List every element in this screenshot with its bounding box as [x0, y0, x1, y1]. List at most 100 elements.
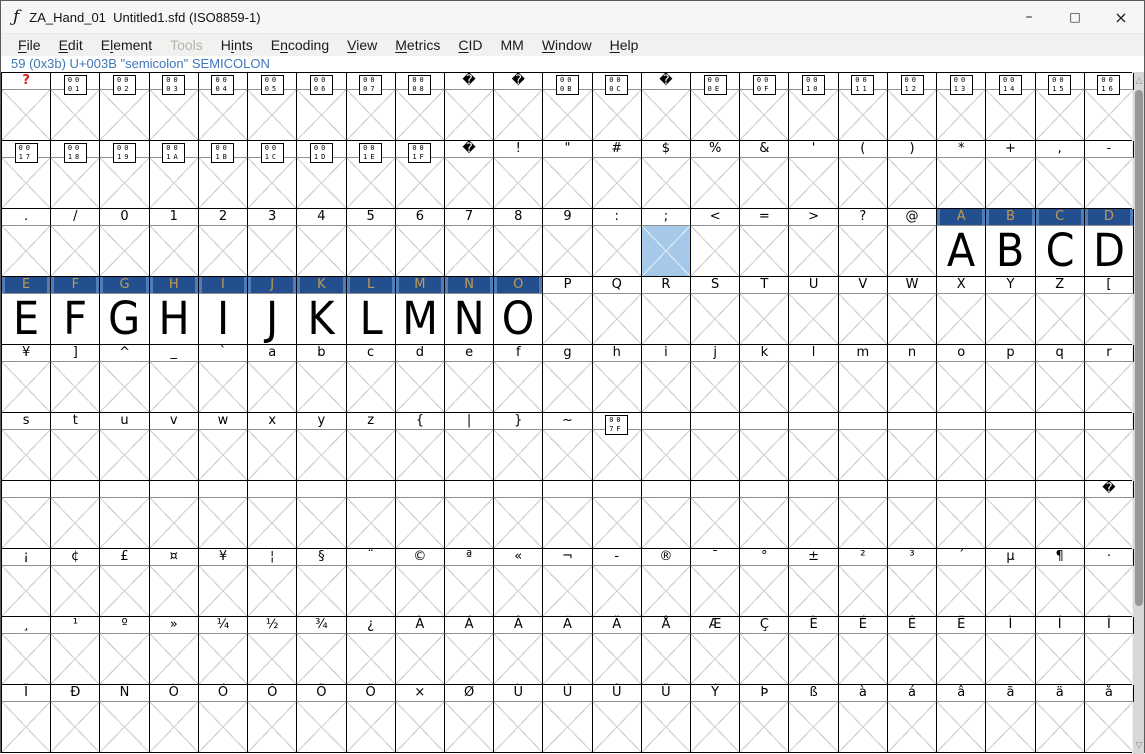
glyph-cell[interactable]: ¥	[2, 345, 52, 413]
menu-view[interactable]: View	[347, 37, 378, 53]
glyph-cell[interactable]: À	[395, 617, 445, 685]
glyph-cell[interactable]: º	[100, 617, 150, 685]
glyph-cell[interactable]: Ù	[494, 685, 544, 753]
glyph-cell[interactable]: 00 1A	[149, 141, 199, 209]
glyph-cell[interactable]: n	[887, 345, 938, 413]
glyph-cell[interactable]: U	[789, 277, 839, 345]
glyph-cell[interactable]: ~	[543, 413, 593, 481]
glyph-cell[interactable]: }	[494, 413, 544, 481]
glyph-cell[interactable]: 00 16	[1084, 73, 1134, 141]
glyph-cell[interactable]: b	[297, 345, 347, 413]
glyph-cell[interactable]: ]	[51, 345, 101, 413]
glyph-cell[interactable]: ª	[444, 549, 495, 617]
glyph-cell[interactable]: 00 17	[2, 141, 52, 209]
glyph-cell[interactable]: 00 0E	[691, 73, 741, 141]
glyph-cell[interactable]: ¦	[248, 549, 298, 617]
maximize-button[interactable]: □	[1069, 10, 1081, 24]
glyph-cell[interactable]: R	[641, 277, 692, 345]
glyph-cell[interactable]: 00 1E	[346, 141, 396, 209]
glyph-cell[interactable]: Ü	[641, 685, 692, 753]
glyph-cell[interactable]: Ô	[248, 685, 298, 753]
glyph-cell[interactable]	[395, 481, 445, 549]
glyph-cell[interactable]	[887, 481, 938, 549]
glyph-cell[interactable]: j	[691, 345, 741, 413]
glyph-cell[interactable]: (	[838, 141, 888, 209]
glyph-cell[interactable]: i	[641, 345, 692, 413]
glyph-cell[interactable]: <	[691, 209, 741, 277]
glyph-cell[interactable]	[740, 481, 790, 549]
menu-file[interactable]: File	[18, 37, 41, 53]
glyph-cell[interactable]	[494, 481, 544, 549]
glyph-cell[interactable]	[149, 481, 199, 549]
glyph-cell[interactable]	[789, 481, 839, 549]
glyph-cell[interactable]: Þ	[740, 685, 790, 753]
glyph-cell[interactable]: ±	[789, 549, 839, 617]
glyph-cell[interactable]: h	[592, 345, 642, 413]
glyph-cell[interactable]: .	[2, 209, 52, 277]
glyph-cell[interactable]	[100, 481, 150, 549]
glyph-cell[interactable]	[789, 413, 839, 481]
glyph-cell[interactable]: à	[838, 685, 888, 753]
glyph-cell[interactable]: 00 04	[198, 73, 249, 141]
glyph-cell[interactable]: Â	[494, 617, 544, 685]
glyph-cell[interactable]: 6	[395, 209, 445, 277]
glyph-cell[interactable]: k	[740, 345, 790, 413]
glyph-cell[interactable]: 00 0C	[592, 73, 642, 141]
glyph-cell[interactable]: $	[641, 141, 692, 209]
glyph-cell[interactable]: #	[592, 141, 642, 209]
glyph-cell[interactable]: >	[789, 209, 839, 277]
glyph-cell[interactable]: Ð	[51, 685, 101, 753]
glyph-cell[interactable]: Ì	[986, 617, 1036, 685]
glyph-cell[interactable]: `	[198, 345, 249, 413]
glyph-cell[interactable]: �	[444, 141, 495, 209]
glyph-cell[interactable]: y	[297, 413, 347, 481]
glyph-cell[interactable]	[198, 481, 249, 549]
glyph-cell[interactable]: ´	[937, 549, 987, 617]
glyph-cell[interactable]: ¿	[346, 617, 396, 685]
menu-element[interactable]: Element	[100, 37, 153, 53]
glyph-cell[interactable]: 00 14	[986, 73, 1036, 141]
glyph-cell[interactable]: ä	[1035, 685, 1085, 753]
glyph-cell[interactable]: q	[1035, 345, 1085, 413]
glyph-cell[interactable]: É	[838, 617, 888, 685]
glyph-cell[interactable]: ß	[789, 685, 839, 753]
scroll-up-icon[interactable]: △	[1135, 75, 1143, 86]
glyph-cell[interactable]	[2, 481, 52, 549]
glyph-cell[interactable]: £	[100, 549, 150, 617]
glyph-cell[interactable]: ·	[1084, 549, 1134, 617]
glyph-cell[interactable]: 00 02	[100, 73, 150, 141]
glyph-cell[interactable]: e	[444, 345, 495, 413]
glyph-cell[interactable]: -	[1084, 141, 1134, 209]
glyph-cell[interactable]: Á	[444, 617, 495, 685]
glyph-cell[interactable]	[986, 413, 1036, 481]
glyph-cell[interactable]	[838, 481, 888, 549]
glyph-cell[interactable]: o	[937, 345, 987, 413]
glyph-cell[interactable]: u	[100, 413, 150, 481]
glyph-cell[interactable]: Ö	[346, 685, 396, 753]
glyph-cell[interactable]: %	[691, 141, 741, 209]
glyph-cell[interactable]: °	[740, 549, 790, 617]
glyph-cell[interactable]: |	[444, 413, 495, 481]
glyph-cell[interactable]: Ç	[740, 617, 790, 685]
glyph-cell[interactable]: Q	[592, 277, 642, 345]
glyph-cell[interactable]: :	[592, 209, 642, 277]
glyph-cell[interactable]: ¹	[51, 617, 101, 685]
glyph-cell[interactable]: Õ	[297, 685, 347, 753]
glyph-cell[interactable]: W	[887, 277, 938, 345]
glyph-cell[interactable]: 9	[543, 209, 593, 277]
glyph-cell[interactable]: 00 1F	[395, 141, 445, 209]
glyph-cell[interactable]	[444, 481, 495, 549]
glyph-cell[interactable]: f	[494, 345, 544, 413]
glyph-cell[interactable]	[838, 413, 888, 481]
menu-edit[interactable]: Edit	[58, 37, 83, 53]
glyph-cell[interactable]: Ê	[887, 617, 938, 685]
menu-help[interactable]: Help	[609, 37, 639, 53]
